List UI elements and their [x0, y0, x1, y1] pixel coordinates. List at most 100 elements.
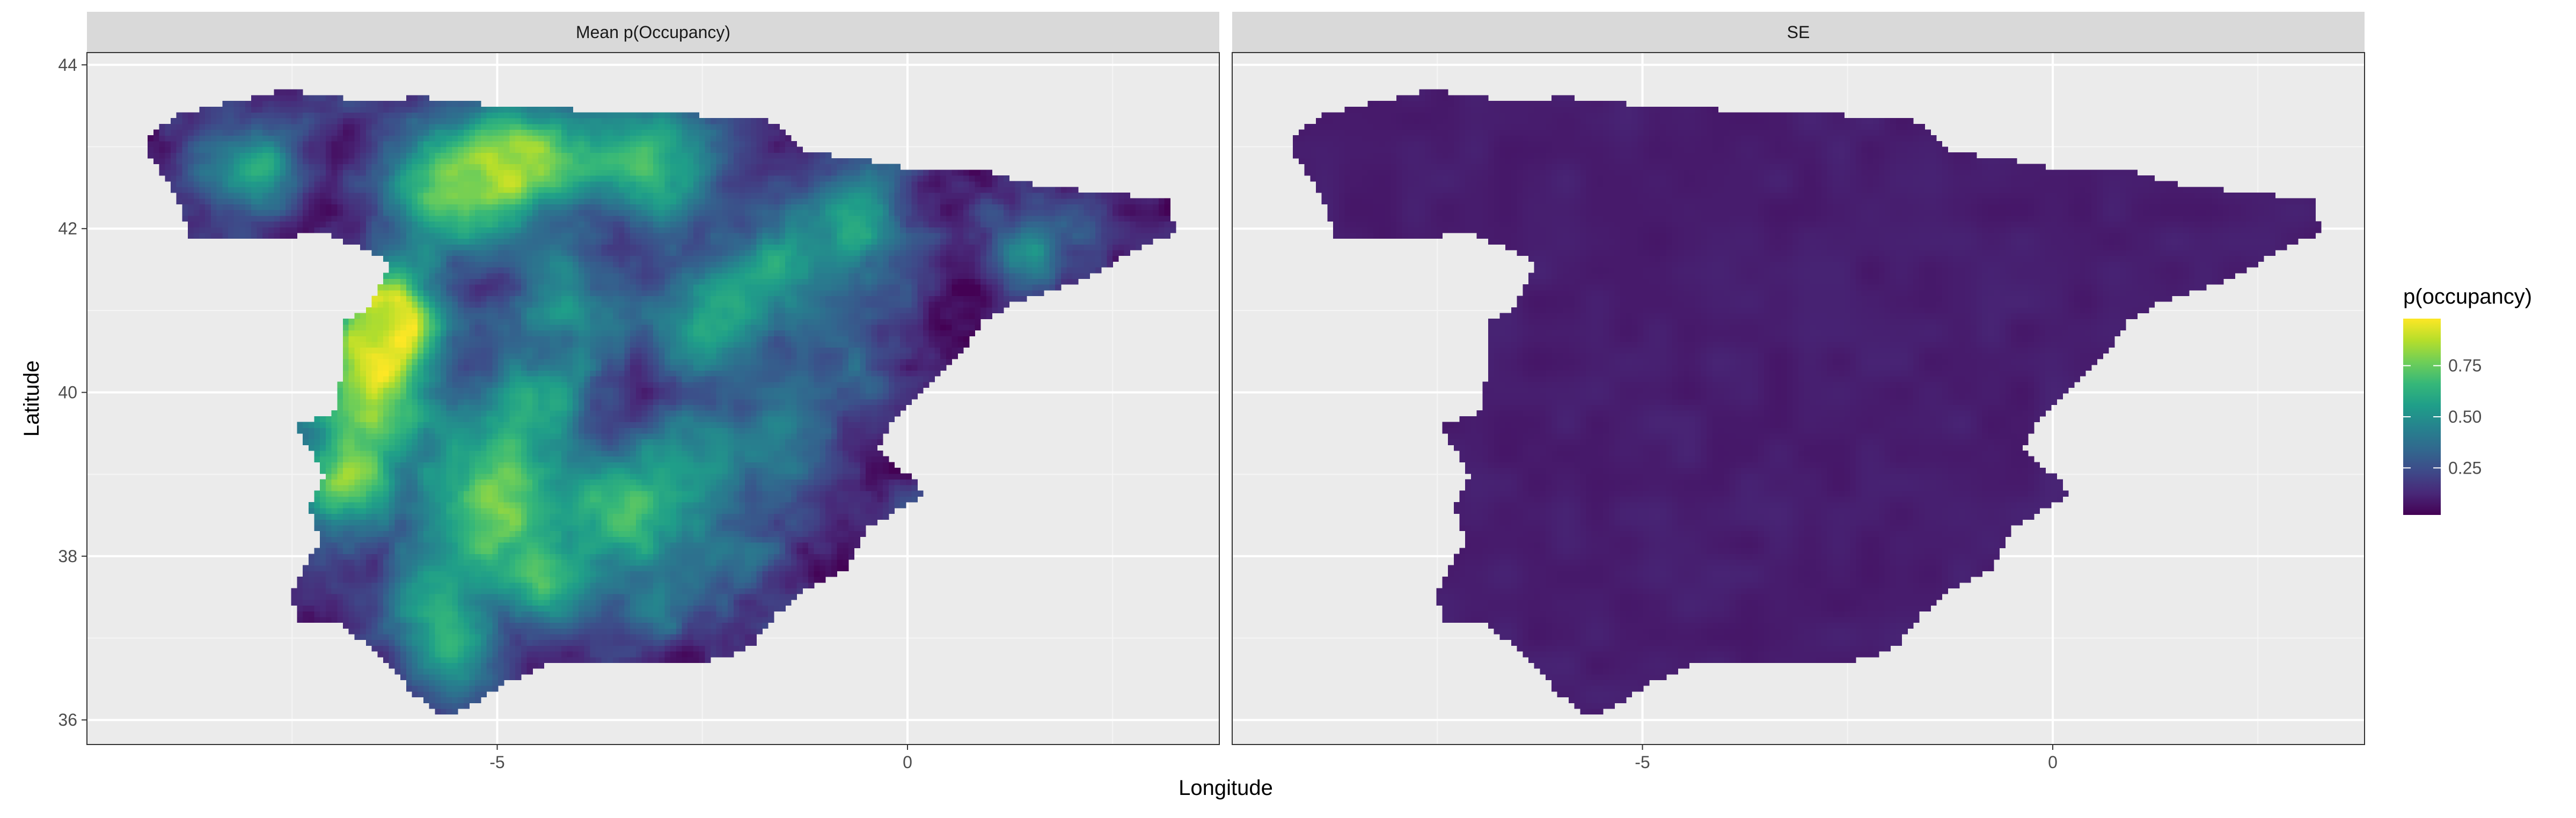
raster-cell	[538, 445, 545, 451]
raster-cell	[429, 686, 435, 692]
raster-cell	[664, 639, 671, 646]
raster-cell	[498, 662, 504, 669]
raster-cell	[745, 571, 751, 577]
raster-cell	[458, 536, 464, 543]
raster-cell	[371, 490, 378, 497]
raster-cell	[423, 445, 430, 451]
raster-cell	[791, 519, 797, 526]
raster-cell	[418, 554, 424, 560]
raster-cell	[733, 588, 740, 594]
raster-cell	[291, 588, 297, 594]
raster-cell	[526, 571, 533, 577]
raster-cell	[837, 387, 843, 394]
raster-cell	[458, 622, 464, 629]
raster-cell	[779, 404, 786, 411]
raster-cell	[613, 502, 619, 509]
raster-cell	[418, 599, 424, 606]
raster-cell	[423, 554, 430, 560]
raster-cell	[550, 633, 556, 640]
raster-cell	[429, 628, 435, 635]
raster-cell	[532, 399, 539, 406]
raster-cell	[618, 507, 625, 514]
raster-cell	[682, 479, 688, 485]
raster-cell	[573, 519, 579, 526]
raster-cell	[785, 381, 792, 388]
raster-cell	[303, 439, 309, 445]
raster-cell	[682, 456, 688, 462]
raster-cell	[521, 559, 528, 566]
raster-cell	[837, 393, 843, 400]
raster-cell	[532, 445, 539, 451]
raster-cell	[773, 450, 780, 457]
raster-cell	[658, 364, 665, 371]
raster-cell	[578, 422, 585, 428]
raster-cell	[389, 530, 395, 537]
raster-cell	[877, 376, 883, 382]
raster-cell	[894, 479, 901, 485]
raster-cell	[463, 633, 470, 640]
raster-cell	[435, 605, 441, 611]
raster-cell	[337, 485, 343, 491]
raster-cell	[343, 393, 349, 400]
raster-cell	[819, 571, 826, 577]
raster-cell	[498, 502, 504, 509]
raster-cell	[412, 439, 418, 445]
raster-cell	[664, 519, 671, 526]
raster-cell	[475, 445, 481, 451]
raster-cell	[613, 605, 619, 611]
raster-cell	[573, 456, 579, 462]
raster-cell	[618, 616, 625, 623]
raster-cell	[635, 651, 642, 658]
raster-cell	[860, 439, 866, 445]
raster-cell	[337, 536, 343, 543]
raster-cell	[768, 565, 774, 571]
raster-cell	[337, 594, 343, 600]
raster-cell	[785, 507, 792, 514]
raster-cell	[550, 628, 556, 635]
raster-cell	[567, 548, 573, 554]
raster-cell	[635, 559, 642, 566]
raster-cell	[854, 445, 860, 451]
raster-cell	[526, 468, 533, 474]
raster-cell	[555, 645, 562, 652]
raster-cell	[573, 639, 579, 646]
raster-cell	[463, 599, 470, 606]
raster-cell	[446, 473, 452, 480]
raster-cell	[613, 450, 619, 457]
raster-cell	[590, 485, 596, 491]
raster-cell	[699, 639, 705, 646]
raster-cell	[573, 450, 579, 457]
raster-cell	[613, 594, 619, 600]
raster-cell	[705, 485, 711, 491]
raster-cell	[607, 381, 613, 388]
raster-cell	[469, 428, 475, 434]
raster-cell	[492, 571, 499, 577]
raster-cell	[917, 376, 924, 382]
raster-cell	[343, 616, 349, 623]
raster-cell	[538, 565, 545, 571]
raster-cell	[768, 571, 774, 577]
raster-cell	[693, 559, 700, 566]
raster-cell	[412, 542, 418, 549]
raster-cell	[676, 588, 683, 594]
raster-cell	[802, 502, 809, 509]
raster-cell	[762, 571, 769, 577]
raster-cell	[320, 571, 326, 577]
raster-cell	[544, 450, 550, 457]
raster-cell	[303, 599, 309, 606]
raster-cell	[635, 582, 642, 588]
raster-cell	[498, 639, 504, 646]
raster-cell	[819, 433, 826, 440]
raster-cell	[693, 536, 700, 543]
raster-cell	[722, 364, 728, 371]
raster-cell	[452, 381, 458, 388]
raster-cell	[711, 611, 717, 617]
raster-cell	[429, 410, 435, 417]
raster-cell	[866, 376, 872, 382]
raster-cell	[526, 536, 533, 543]
raster-cell	[584, 490, 590, 497]
raster-cell	[682, 502, 688, 509]
raster-cell	[412, 680, 418, 686]
raster-cell	[739, 376, 745, 382]
